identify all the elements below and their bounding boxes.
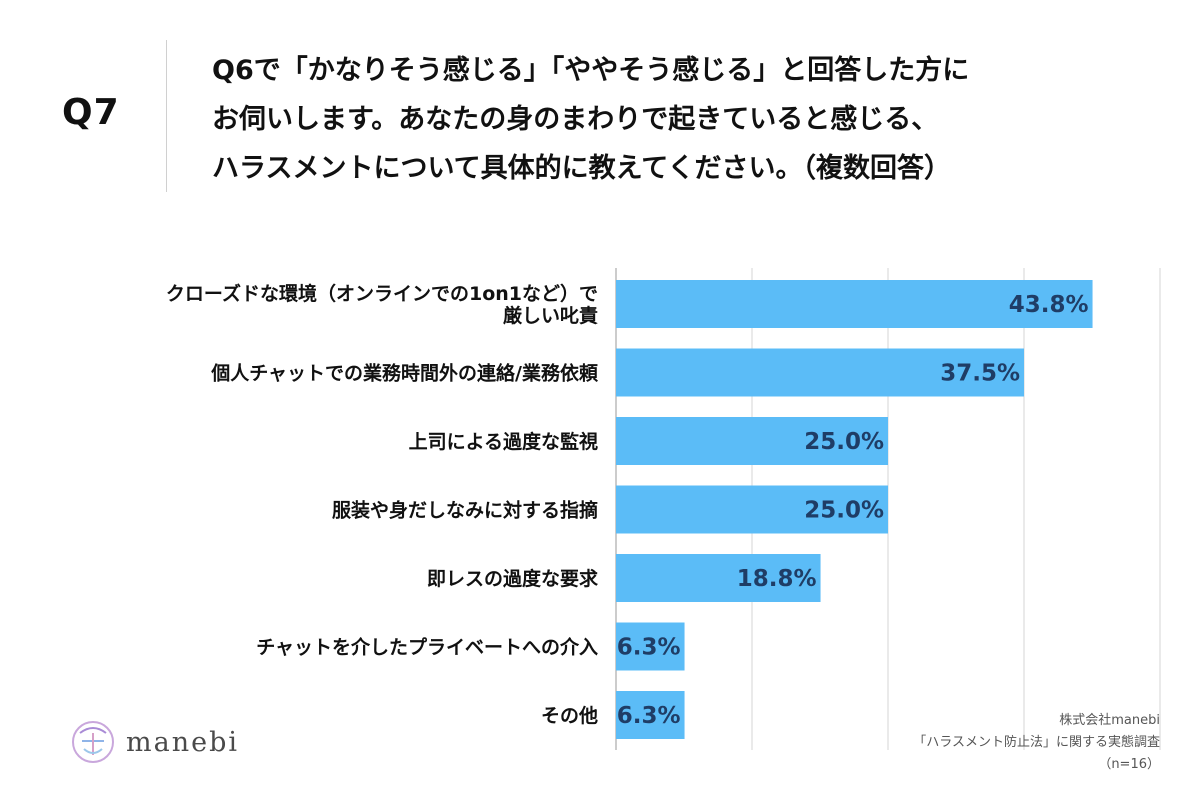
source-sample-size: （n=16） [1098, 757, 1160, 772]
manebi-logo-icon [72, 721, 114, 763]
category-label: 厳しい叱責 [503, 304, 598, 327]
bar [616, 554, 821, 602]
question-line-3: ハラスメントについて具体的に教えてください。（複数回答） [212, 153, 951, 184]
header-divider [166, 40, 167, 192]
category-label: 服装や身だしなみに対する指摘 [332, 499, 598, 522]
source-survey: 「ハラスメント防止法」に関する実態調査 [913, 735, 1160, 750]
question-text: Q6で「かなりそう感じる」「ややそう感じる」と回答した方に お伺いします。あなた… [212, 46, 1172, 193]
question-line-1: Q6で「かなりそう感じる」「ややそう感じる」と回答した方に [212, 55, 970, 86]
bar [616, 622, 685, 671]
question-line-2: お伺いします。あなたの身のまわりで起きていると感じる、 [212, 104, 939, 135]
category-label: その他 [541, 704, 598, 727]
category-label: 上司による過度な監視 [409, 430, 598, 453]
category-label: チャットを介したプライベートへの介入 [256, 636, 598, 659]
bar [616, 691, 685, 739]
data-label: 6.3% [617, 703, 681, 729]
data-label: 25.0% [804, 498, 884, 524]
bar [616, 417, 888, 465]
bar [616, 280, 1093, 328]
category-label: クローズドな環境（オンラインでの1on1など）で [166, 282, 598, 305]
data-label: 25.0% [804, 429, 884, 455]
source-note: 株式会社manebi 「ハラスメント防止法」に関する実態調査 （n=16） [913, 710, 1160, 776]
data-label: 6.3% [617, 635, 681, 661]
logo-text: manebi [126, 726, 239, 758]
category-label: 即レスの過度な要求 [427, 567, 599, 590]
manebi-logo: manebi [70, 716, 239, 768]
source-company: 株式会社manebi [1059, 713, 1160, 728]
bar [616, 348, 1024, 397]
question-number: Q7 [62, 92, 120, 133]
category-label: 個人チャットでの業務時間外の連絡/業務依頼 [210, 362, 599, 385]
bar [616, 485, 888, 534]
data-label: 37.5% [940, 361, 1020, 387]
data-label: 43.8% [1009, 292, 1089, 318]
data-label: 18.8% [737, 566, 817, 592]
